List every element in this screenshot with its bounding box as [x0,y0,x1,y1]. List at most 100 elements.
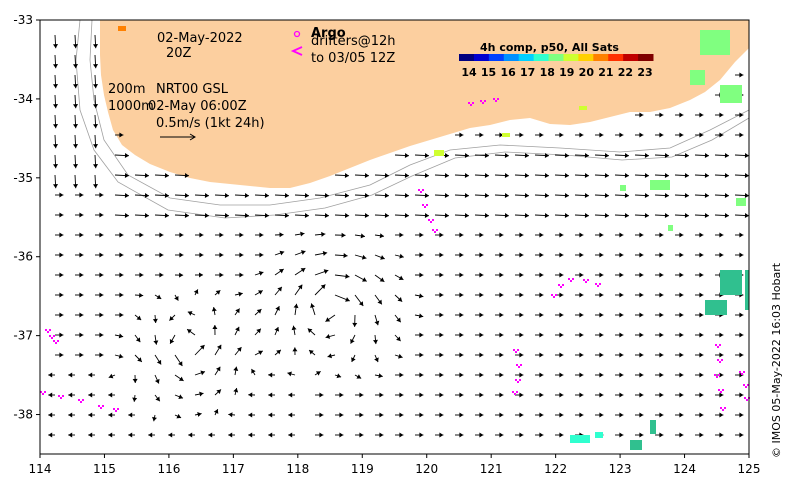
current-vector-head [193,289,199,295]
current-vector-head [380,255,385,260]
current-vector-head [699,392,704,398]
drifter-point [57,340,59,342]
land-mass [100,20,749,188]
current-vector-head [360,233,365,239]
current-vector-head [136,315,142,321]
current-vector-head [93,144,99,149]
drifter-point [434,231,436,233]
drifter-icon [290,46,303,56]
current-vector-head [699,132,704,138]
current-vector-head [59,352,64,358]
current-vector-head [699,412,704,418]
current-vector-head [259,252,264,258]
current-vector-head [519,412,524,418]
current-vector-head [659,312,664,318]
current-vector-head [679,412,684,418]
current-vector-head [119,312,124,318]
current-vector-head [539,272,544,278]
current-vector-head [288,432,293,438]
drifter-point [60,397,62,399]
current-vector-head [199,345,205,350]
current-vector-head [659,352,664,358]
current-vector-head [124,213,129,218]
current-vector-head [439,332,444,338]
drifter-point [595,283,597,285]
current-vector-head [479,412,484,418]
current-vector-head [499,332,504,338]
current-vector-head [224,193,229,198]
current-vector-head [373,339,378,345]
current-vector-head [215,290,221,295]
current-vector-head [499,232,504,238]
current-vector-head [279,250,285,256]
current-vector-head [639,272,644,278]
colorbar-tick-label: 17 [520,66,535,79]
sst-patch [720,85,742,103]
current-vector-head [559,372,564,378]
current-vector-head [377,299,382,305]
current-vector-head [268,392,273,398]
current-vector-head [235,326,240,332]
current-vector-head [379,277,385,282]
sst-patch [630,440,642,450]
drifter-point [47,331,49,333]
current-vector-head [599,412,604,418]
drifter-point [719,361,721,363]
drifter-point [553,296,555,298]
current-vector-head [364,213,369,218]
current-vector-head [344,193,349,198]
current-vector-head [300,250,306,255]
current-vector-head [719,372,724,378]
current-vector-head [584,153,589,158]
current-vector-head [559,332,564,338]
current-vector-head [499,312,504,318]
current-vector-head [724,173,729,178]
current-vector-head [644,213,649,218]
sst-patch [595,432,603,438]
current-vector-head [504,193,509,198]
drifter-point [428,219,430,221]
current-vector-head [539,412,544,418]
current-vector-head [152,416,157,422]
current-vector-head [719,132,724,138]
current-vector-head [684,173,689,178]
current-vector-head [344,213,350,219]
current-vector-head [659,372,664,378]
current-vector-head [155,396,160,402]
current-vector-head [739,312,744,318]
current-vector-head [418,313,424,319]
current-vector-head [619,432,624,438]
drifter-point [743,384,745,386]
current-vector-head [325,334,331,339]
current-vector-head [604,173,609,178]
current-vector-head [619,252,624,258]
drifter-point [597,285,599,287]
current-vector-head [93,84,99,89]
current-vector-head [659,132,664,138]
current-vector-head [704,153,709,158]
colorbar-segment [473,54,490,61]
current-vector-head [364,193,369,198]
current-vector-head [719,392,724,398]
drifter-tracks [40,98,750,412]
current-vector-head [624,153,629,158]
current-vector-head [459,272,464,278]
current-vector-head [99,332,104,338]
contour-1000-label: 1000m [108,99,154,114]
current-vector-head [379,233,385,239]
colorbar-segment [533,54,550,61]
drifter-point [515,379,517,381]
current-vector-head [176,413,182,419]
current-vector-head [59,312,64,318]
current-vector-head [744,193,749,198]
current-vector-head [579,372,584,378]
drifter-point [520,364,522,366]
current-vector-head [148,432,153,438]
current-vector-head [419,332,424,338]
current-vector-head [139,252,144,258]
current-vector-head [93,164,99,169]
drifter-point [113,408,115,410]
current-vector-head [544,173,549,178]
current-vector-head [524,173,529,178]
current-vector-head [204,193,209,198]
